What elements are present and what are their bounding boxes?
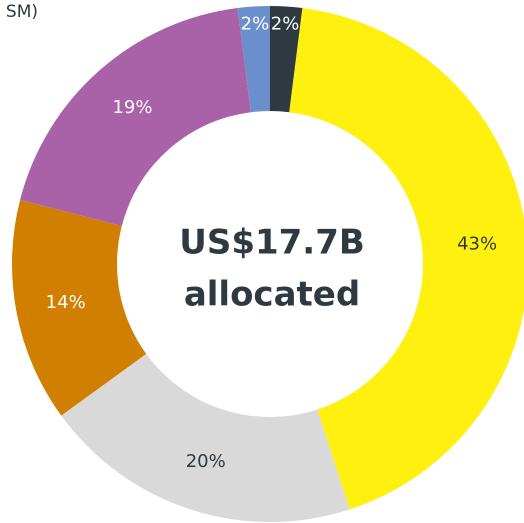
slice-label: 19% <box>112 97 152 118</box>
donut-slice <box>270 6 303 113</box>
donut-slice <box>61 353 350 522</box>
slice-label: 2% <box>241 13 270 34</box>
slice-label: 14% <box>46 292 86 313</box>
donut-slice <box>12 199 147 416</box>
donut-slice <box>20 8 251 226</box>
slice-label: 2% <box>271 13 300 34</box>
chart-title: SM) <box>6 2 38 22</box>
center-text: US$17.7B <box>179 223 365 263</box>
slice-label: 20% <box>186 451 226 472</box>
donut-slice <box>237 6 270 113</box>
slice-label: 43% <box>457 233 497 254</box>
center-text: allocated <box>184 275 360 315</box>
donut-slice <box>289 8 524 510</box>
